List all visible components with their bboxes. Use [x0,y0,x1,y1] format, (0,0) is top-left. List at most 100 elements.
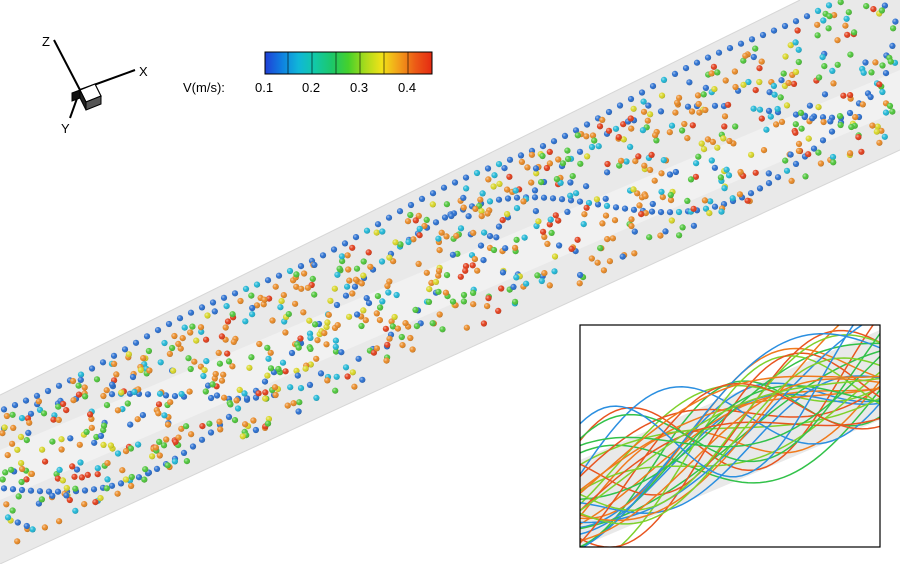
particle-shading [717,174,725,181]
particle-shading [620,121,627,128]
particle-shading [323,324,330,331]
particle-shading [836,113,844,120]
particle-shading [9,411,16,418]
particle-shading [453,232,460,239]
particle-shading [495,223,503,230]
particle-shading [404,218,412,225]
particle-shading [695,100,702,108]
particle-shading [319,252,327,259]
particle-shading [651,177,658,184]
particle-shading [449,298,457,305]
particle-shading [397,241,404,248]
particle-shading [132,339,140,346]
particle-shading [752,45,759,52]
particle-shading [225,413,233,420]
particle-shading [576,198,584,205]
particle-shading [760,147,768,154]
particle-shading [868,69,875,76]
z-axis-line [53,39,81,91]
particle-shading [756,78,763,86]
particle-shading [180,449,188,456]
particle-shading [94,465,101,472]
particle-shading [84,471,91,478]
particle-shading [641,162,648,169]
particle-shading [333,301,341,309]
particle-shading [889,42,896,50]
particle-shading [474,267,481,274]
particle-shading [837,121,844,129]
particle-shading [676,232,683,239]
particle-shading [774,105,781,113]
particle-shading [374,221,382,228]
particle-shading [471,256,478,263]
particle-shading [386,254,393,261]
streamline [618,355,880,547]
particle-shading [8,466,15,473]
particle-shading [675,208,683,216]
particle-shading [862,59,869,66]
particle-shading [640,108,648,115]
particle-shading [241,390,248,397]
particle-shading [820,17,827,24]
particle-shading [659,194,666,201]
particle-shading [785,79,792,87]
particle-shading [15,493,22,500]
particle-shading [794,27,801,34]
particle-shading [594,201,602,208]
particle-shading [92,499,99,506]
particle-shading [745,78,752,86]
particle-shading [346,277,353,284]
streamline [580,334,880,511]
particle-shading [275,365,282,373]
particle-shading [568,245,575,252]
particle-shading [94,471,101,478]
particle-shading [523,280,530,287]
particle-shading [373,345,380,352]
particle-shading [539,143,547,150]
particle-shading [233,397,240,404]
particle-shading [153,465,161,472]
particle-shading [113,371,120,378]
particle-shading [253,281,261,288]
streamline [580,375,880,514]
particle-shading [3,412,10,420]
particle-shading [227,401,234,408]
particle-shading [528,179,535,186]
particle-shading [600,267,608,274]
particle-shading [460,194,467,201]
particle-shading [618,157,625,164]
particle-shading [162,392,170,399]
particle-shading [551,268,558,275]
particle-shading [599,116,606,123]
particle-shading [556,242,563,249]
particle-shading [76,441,83,448]
particle-shading [504,186,511,193]
particle-shading [463,324,470,331]
particle-shading [18,486,26,494]
streamline [580,371,880,492]
particle-shading [848,123,855,131]
particle-shading [773,121,780,128]
particle-shading [470,229,477,236]
particle-shading [706,210,713,217]
particle-shading [731,68,739,75]
particle-shading [234,405,242,412]
particle-shading [463,185,470,192]
particle-shading [264,420,272,427]
particle-shading [546,282,553,289]
particle-shading [667,191,674,199]
particle-shading [632,158,639,165]
particle-shading [77,371,85,378]
particle-shading [604,236,611,243]
particle-shading [829,67,836,74]
particle-shading [648,208,656,215]
particle-shading [114,450,122,457]
particle-shading [756,106,764,113]
particle-shading [229,363,236,370]
particle-shading [604,169,611,176]
particle-shading [702,205,710,212]
particle-shading [171,332,178,340]
particle-shading [611,217,619,224]
particle-shading [432,219,440,226]
particle-shading [520,198,527,205]
